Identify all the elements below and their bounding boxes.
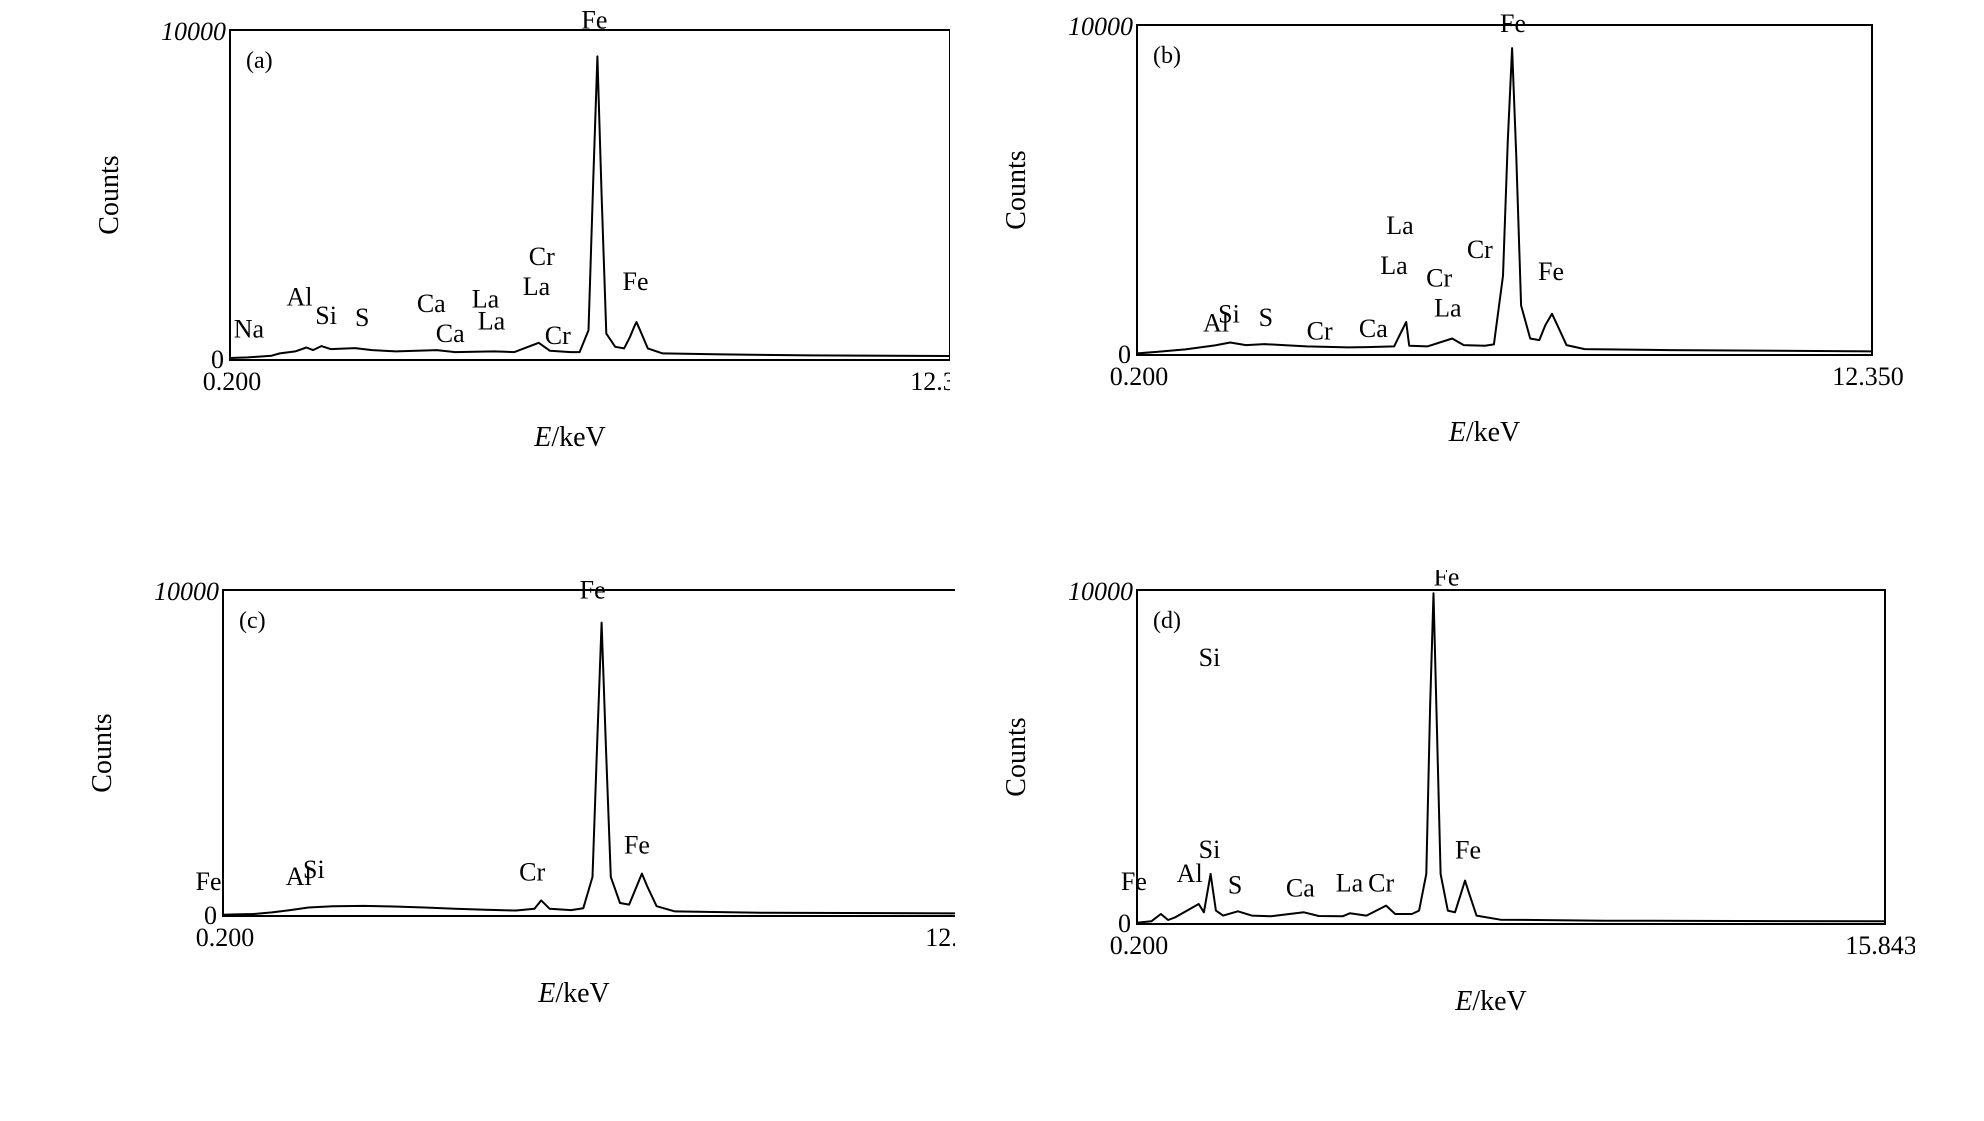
panel-label: (a) xyxy=(246,48,273,74)
y-axis-label: Counts xyxy=(94,155,125,234)
peak-label: Si xyxy=(303,855,325,884)
peak-label: Cr xyxy=(545,321,571,350)
panel-label: (b) xyxy=(1153,43,1181,69)
spectrum-line xyxy=(1136,592,1886,924)
peak-label: S xyxy=(355,303,369,332)
peak-label: La xyxy=(1434,294,1462,323)
peak-label: S xyxy=(1259,303,1273,332)
y-tick-label: 0 xyxy=(1118,909,1131,938)
peak-label: Fe xyxy=(196,867,222,896)
peak-label: Ca xyxy=(436,319,465,348)
peak-label: Ca xyxy=(1359,314,1388,343)
plot-frame xyxy=(1136,24,1873,356)
peak-label: La xyxy=(1380,251,1408,280)
y-tick-label: 10000 xyxy=(1068,577,1133,606)
x-tick-label: 12.350 xyxy=(925,923,955,952)
peak-label: Cr xyxy=(519,857,545,886)
peak-label: Cr xyxy=(1368,869,1394,898)
peak-label: Fe xyxy=(1500,9,1526,38)
peak-label: La xyxy=(472,284,500,313)
peak-label: Al xyxy=(286,862,312,891)
y-axis-label: Counts xyxy=(87,713,118,792)
peak-label: Fe xyxy=(1433,570,1459,591)
peak-label: Cr xyxy=(1426,264,1452,293)
peak-label: La xyxy=(1336,868,1364,897)
panel-label: (d) xyxy=(1153,608,1181,634)
peak-label: Al xyxy=(1177,859,1203,888)
panel-b: (b) 0 10000 0.200 12.350 Counts E/keV Al Si S Cr Ca… xyxy=(985,5,1915,550)
spectrum-line xyxy=(229,55,951,359)
x-tick-label: 0.200 xyxy=(196,923,255,952)
peak-label: Al xyxy=(1203,308,1229,337)
x-axis-label: E/keV xyxy=(533,422,606,453)
peak-label: Si xyxy=(315,301,337,330)
x-tick-label: 12.350 xyxy=(910,367,950,396)
x-tick-label: 12.350 xyxy=(1832,362,1904,391)
x-tick-label: 0.200 xyxy=(1110,362,1169,391)
peak-label: Fe xyxy=(1538,257,1564,286)
x-tick-label: 15.843 xyxy=(1845,931,1915,960)
y-tick-label: 0 xyxy=(211,345,224,374)
peak-label: Fe xyxy=(1121,867,1147,896)
peak-label: Si xyxy=(1199,643,1221,672)
x-axis-label: E/keV xyxy=(537,978,610,1009)
plot-frame xyxy=(1136,589,1886,925)
spectrum-line xyxy=(222,621,966,916)
peak-label: Fe xyxy=(1455,836,1481,865)
x-axis-label: E/keV xyxy=(1454,986,1527,1017)
y-tick-label: 10000 xyxy=(1068,12,1133,41)
peak-label: S xyxy=(1228,870,1242,899)
peak-label: Al xyxy=(286,282,312,311)
spectrum-line xyxy=(1136,47,1873,355)
plot-frame xyxy=(222,589,966,917)
y-tick-label: 10000 xyxy=(161,17,226,46)
peak-label: Si xyxy=(1218,299,1240,328)
peak-label: Fe xyxy=(581,10,607,34)
x-tick-label: 0.200 xyxy=(1110,931,1169,960)
peak-label: La xyxy=(1386,211,1414,240)
y-tick-label: 10000 xyxy=(154,577,219,606)
peak-label: Cr xyxy=(1467,235,1493,264)
peak-label: Fe xyxy=(623,267,649,296)
peak-label: Cr xyxy=(529,242,555,271)
peak-label: Na xyxy=(234,314,265,343)
y-axis-label: Counts xyxy=(1001,717,1032,796)
y-tick-label: 0 xyxy=(1118,340,1131,369)
y-tick-label: 0 xyxy=(204,901,217,930)
peak-label: La xyxy=(478,306,506,335)
panel-label: (c) xyxy=(239,608,266,634)
peak-label: Cr xyxy=(1307,316,1333,345)
y-axis-label: Counts xyxy=(1001,150,1032,229)
peak-label: Fe xyxy=(580,576,606,605)
x-tick-label: 0.200 xyxy=(203,367,262,396)
panel-d: (d) 0 10000 0.200 15.843 Counts E/keV Fe Al Si Si S… xyxy=(985,562,1917,1115)
peak-label: Ca xyxy=(417,289,446,318)
peak-label: Ca xyxy=(1286,873,1315,902)
peak-label: La xyxy=(523,272,551,301)
peak-label: Si xyxy=(1199,835,1221,864)
peak-label: Fe xyxy=(624,831,650,860)
x-axis-label: E/keV xyxy=(1448,417,1521,448)
